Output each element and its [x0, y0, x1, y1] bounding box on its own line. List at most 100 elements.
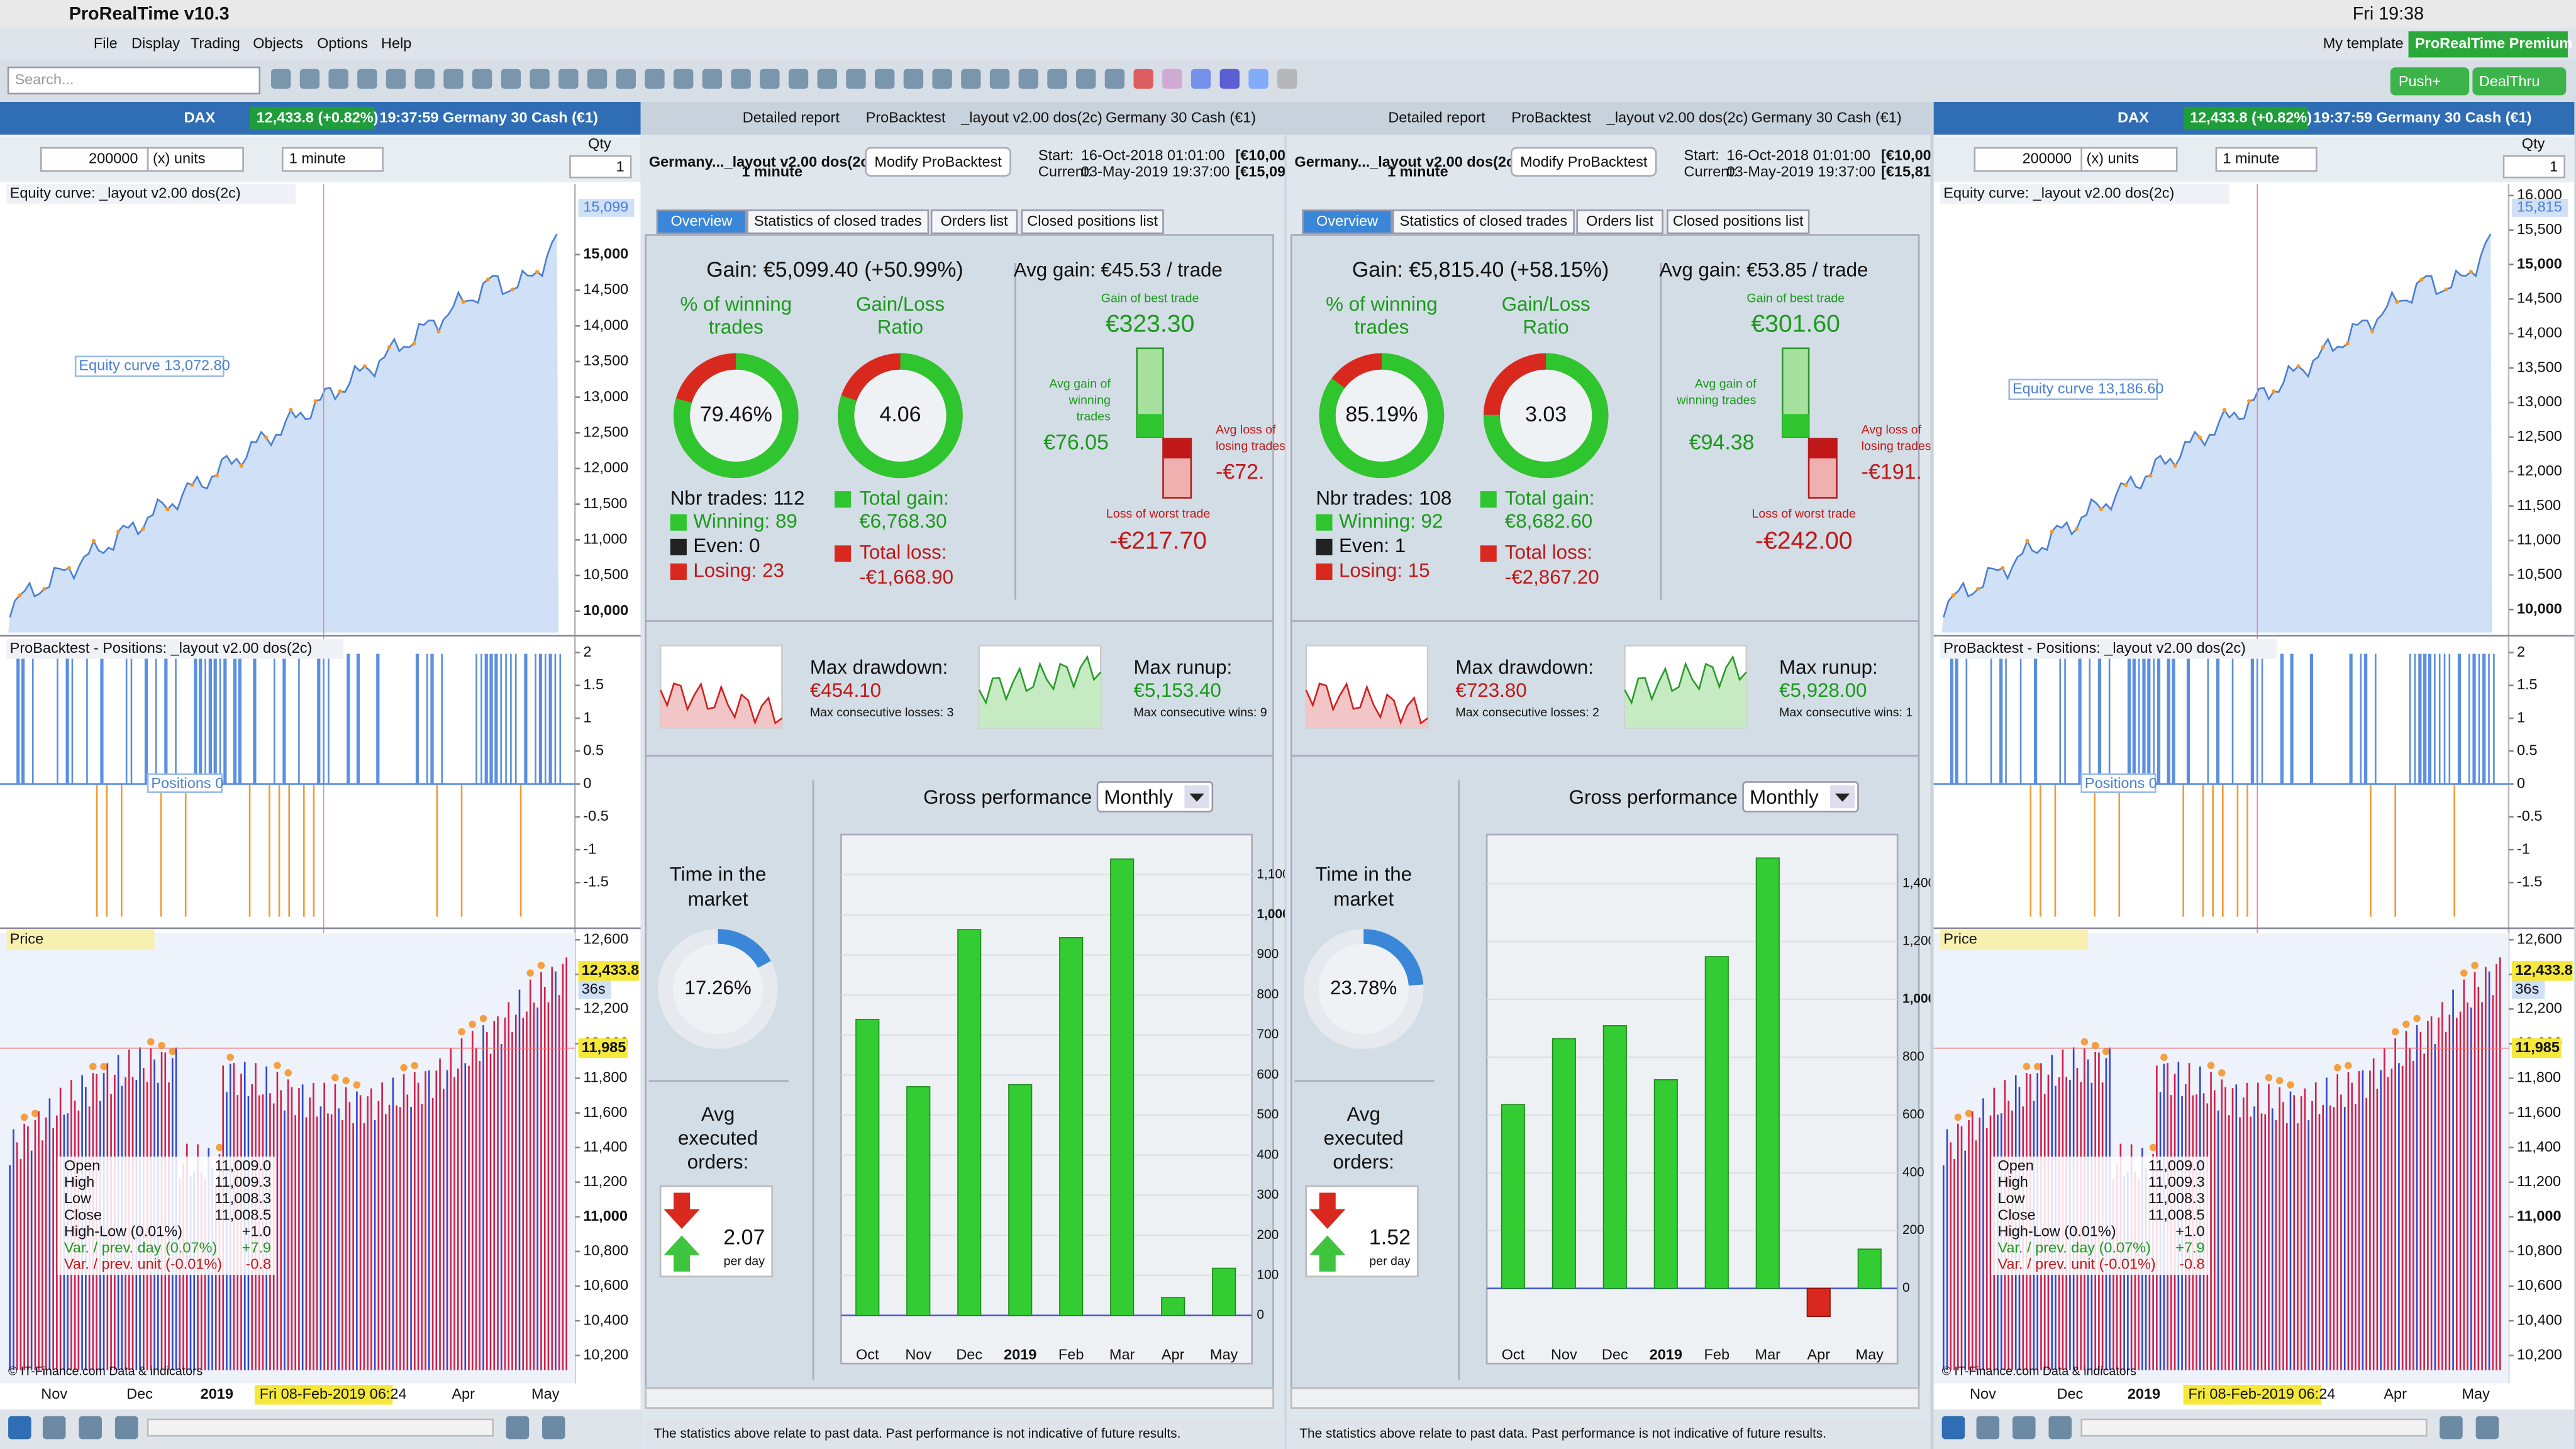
- tool-icon[interactable]: [1277, 69, 1297, 89]
- tab[interactable]: [1021, 209, 1164, 235]
- tab[interactable]: [930, 209, 1018, 235]
- tool-icon[interactable]: [731, 69, 751, 89]
- equity-dot: [2345, 341, 2350, 346]
- tab[interactable]: [1302, 209, 1392, 235]
- tool-icon[interactable]: [542, 1416, 565, 1440]
- win-title: % of winning: [680, 293, 792, 315]
- tool-icon[interactable]: [414, 69, 435, 89]
- tool-icon[interactable]: [8, 1416, 31, 1440]
- tool-icon[interactable]: [1133, 69, 1153, 89]
- tool-icon[interactable]: [79, 1416, 102, 1440]
- signal-dot: [274, 1062, 281, 1069]
- total-loss-label: Total loss:: [859, 541, 947, 564]
- tool-icon[interactable]: [328, 69, 348, 89]
- search-box[interactable]: [7, 66, 261, 95]
- timeframe: 1 minute: [2223, 150, 2279, 167]
- tool-icon[interactable]: [1248, 69, 1269, 89]
- y-tick-label: 11,200: [583, 1173, 627, 1189]
- units-select[interactable]: [147, 147, 244, 172]
- menu-item[interactable]: Help: [381, 35, 411, 52]
- y-tick-label: 14,500: [583, 281, 628, 297]
- tool-icon[interactable]: [2440, 1416, 2463, 1440]
- menu-item[interactable]: Display: [131, 35, 180, 52]
- tool-icon[interactable]: [702, 69, 723, 89]
- scrollbar[interactable]: [2080, 1418, 2428, 1437]
- tool-icon[interactable]: [271, 69, 291, 89]
- signal-dot: [400, 1063, 408, 1072]
- tool-icon[interactable]: [875, 69, 895, 89]
- tool-icon[interactable]: [506, 1416, 530, 1440]
- tool-icon[interactable]: [616, 69, 636, 89]
- tool-icon[interactable]: [501, 69, 521, 89]
- units-select[interactable]: [2080, 147, 2178, 172]
- tool-icon[interactable]: [817, 69, 837, 89]
- tool-icon[interactable]: [1941, 1416, 1965, 1440]
- timeframe-select[interactable]: [282, 147, 384, 172]
- panel: DAX 12,433.8 (+0.82%) 19:37:59 Germany 30 …: [0, 101, 641, 1449]
- tool-icon[interactable]: [558, 69, 579, 89]
- tool-icon[interactable]: [472, 69, 492, 89]
- scrollbar[interactable]: [147, 1418, 494, 1437]
- qty-input[interactable]: [2502, 155, 2566, 179]
- bar: [957, 929, 982, 1316]
- tool-icon[interactable]: [530, 69, 550, 89]
- tool-icon[interactable]: [645, 69, 665, 89]
- tab[interactable]: [1667, 209, 1810, 235]
- tool-icon[interactable]: [989, 69, 1010, 89]
- tool-icon[interactable]: [386, 69, 406, 89]
- scrollbar[interactable]: [1290, 1387, 1920, 1409]
- tool-icon[interactable]: [1976, 1416, 2000, 1440]
- tool-icon[interactable]: [1104, 69, 1125, 89]
- tool-icon[interactable]: [846, 69, 866, 89]
- menu-item[interactable]: Objects: [253, 35, 303, 52]
- tool-icon[interactable]: [2012, 1416, 2036, 1440]
- tool-icon[interactable]: [443, 69, 464, 89]
- dealthru-button[interactable]: [2472, 67, 2567, 96]
- scrollbar[interactable]: [645, 1387, 1274, 1409]
- quantity-input[interactable]: [40, 147, 149, 172]
- modify-button[interactable]: [1510, 147, 1657, 177]
- period-select[interactable]: [1742, 781, 1859, 813]
- y-tick-label: 14,000: [583, 316, 628, 333]
- tool-icon[interactable]: [357, 69, 377, 89]
- template[interactable]: My template: [2323, 35, 2404, 52]
- tool-icon[interactable]: [2475, 1416, 2499, 1440]
- y-tick-label: 11,000: [583, 531, 627, 547]
- tool-icon[interactable]: [1076, 69, 1096, 89]
- qty-input[interactable]: [569, 155, 632, 179]
- tool-icon[interactable]: [1047, 69, 1067, 89]
- tool-icon[interactable]: [2048, 1416, 2072, 1440]
- tool-icon[interactable]: [42, 1416, 66, 1440]
- legend-square: [835, 491, 852, 508]
- tool-icon[interactable]: [788, 69, 809, 89]
- x-tick-label: Feb: [1058, 1346, 1084, 1362]
- push-button[interactable]: [2390, 67, 2470, 96]
- tool-icon[interactable]: [760, 69, 780, 89]
- y-tick-label: 10,500: [2517, 566, 2562, 582]
- bar: [1212, 1267, 1236, 1316]
- tab[interactable]: [1576, 209, 1663, 235]
- tool-icon[interactable]: [674, 69, 694, 89]
- signal-dot: [2218, 1069, 2226, 1077]
- menu-item[interactable]: Options: [317, 35, 368, 52]
- tool-icon[interactable]: [1219, 69, 1240, 89]
- tool-icon[interactable]: [961, 69, 981, 89]
- tab[interactable]: [656, 209, 747, 235]
- tool-icon[interactable]: [299, 69, 320, 89]
- account-badge: [2408, 31, 2568, 58]
- tab[interactable]: [747, 209, 930, 235]
- modify-button[interactable]: [865, 147, 1011, 177]
- tool-icon[interactable]: [1162, 69, 1182, 89]
- tool-icon[interactable]: [1191, 69, 1211, 89]
- period-select[interactable]: [1096, 781, 1214, 813]
- tool-icon[interactable]: [903, 69, 924, 89]
- menu-item[interactable]: Trading: [191, 35, 240, 52]
- tab[interactable]: [1392, 209, 1575, 235]
- tool-icon[interactable]: [932, 69, 952, 89]
- signal-dot: [2091, 1041, 2099, 1050]
- menu-item[interactable]: File: [94, 35, 118, 52]
- timeframe-select[interactable]: [2215, 147, 2318, 172]
- tool-icon[interactable]: [587, 69, 608, 89]
- tool-icon[interactable]: [114, 1416, 138, 1440]
- tool-icon[interactable]: [1018, 69, 1038, 89]
